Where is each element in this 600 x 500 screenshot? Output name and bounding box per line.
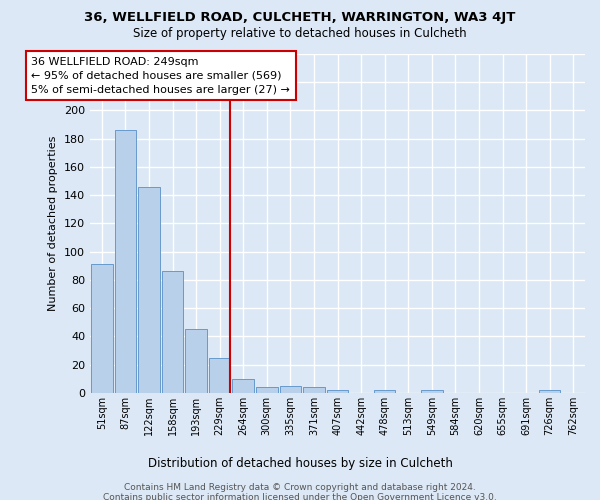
Text: Distribution of detached houses by size in Culcheth: Distribution of detached houses by size …	[148, 458, 452, 470]
Text: Contains HM Land Registry data © Crown copyright and database right 2024.: Contains HM Land Registry data © Crown c…	[124, 484, 476, 492]
Y-axis label: Number of detached properties: Number of detached properties	[49, 136, 58, 311]
Bar	[256, 387, 278, 393]
Bar	[138, 186, 160, 393]
Bar	[91, 264, 113, 393]
Bar	[374, 390, 395, 393]
Bar	[539, 390, 560, 393]
Text: 36 WELLFIELD ROAD: 249sqm
← 95% of detached houses are smaller (569)
5% of semi-: 36 WELLFIELD ROAD: 249sqm ← 95% of detac…	[31, 57, 290, 95]
Bar	[161, 272, 184, 393]
Bar	[232, 378, 254, 393]
Text: Size of property relative to detached houses in Culcheth: Size of property relative to detached ho…	[133, 28, 467, 40]
Text: 36, WELLFIELD ROAD, CULCHETH, WARRINGTON, WA3 4JT: 36, WELLFIELD ROAD, CULCHETH, WARRINGTON…	[85, 11, 515, 24]
Bar	[326, 390, 349, 393]
Bar	[185, 330, 207, 393]
Bar	[421, 390, 443, 393]
Bar	[115, 130, 136, 393]
Bar	[303, 387, 325, 393]
Text: Contains public sector information licensed under the Open Government Licence v3: Contains public sector information licen…	[103, 492, 497, 500]
Bar	[209, 358, 230, 393]
Bar	[280, 386, 301, 393]
